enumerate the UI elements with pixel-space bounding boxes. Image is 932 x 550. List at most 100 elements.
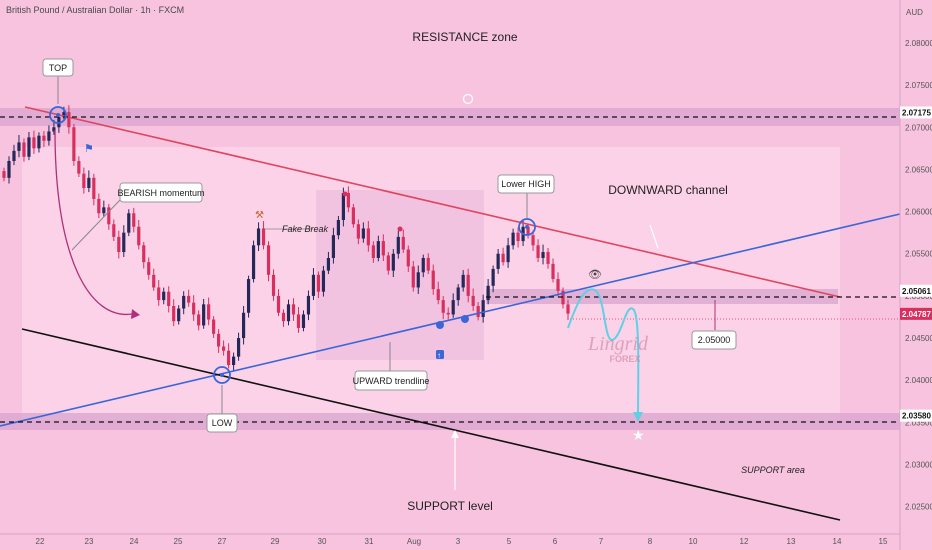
candle-body [561,290,565,305]
candle-body [301,314,306,328]
upward-trendline[interactable] [0,213,901,427]
candle-body [466,274,470,296]
candle-body [316,274,321,292]
candle-body [32,137,36,149]
candle-body [122,232,126,253]
candle-body [326,257,331,271]
channel-fill [22,147,840,420]
symbol-title: British Pound / Australian Dollar · 1h ·… [6,5,184,15]
price-tick-label: 2.06000 [905,208,932,217]
candlestick-series [2,105,570,371]
candle-body [516,232,520,242]
candle-body [386,255,390,271]
time-tick-label: 29 [271,537,280,546]
candle-body [381,241,385,256]
lower-high-label: Lower HIGH [501,179,551,189]
lower-high-label-box [497,174,555,194]
channel-pointer [649,224,659,249]
candle-body [172,306,176,322]
price-tick-label: 2.05500 [905,250,932,259]
level-tag-resistance [900,106,932,119]
time-tick-label: 15 [879,537,888,546]
candle-body [451,300,455,315]
price-axis-tags: 2.07175 2.05061 2.04787 2.03580 [900,106,932,422]
candle-body [142,245,146,263]
price-axis[interactable] [900,0,932,550]
price-tick-label: 2.04000 [905,376,932,385]
candle-body [197,314,201,326]
candle-body [341,193,345,221]
candle-body [526,226,530,236]
resistance-trendline[interactable] [24,106,841,298]
candle-body [192,302,196,315]
time-axis-ticks[interactable]: 22 23 24 25 27 29 30 31 Aug 3 5 6 7 8 10 12 13 14 15 [36,537,888,546]
time-tick-label: 8 [648,537,653,546]
time-tick-label: 24 [130,537,139,546]
downward-channel-label: DOWNWARD channel [608,183,728,197]
candle-body [396,236,400,254]
top-label-box [42,58,74,77]
candle-body [416,272,420,288]
time-tick-label: 31 [365,537,374,546]
candle-body [276,295,281,313]
low-marker-dot [220,373,224,377]
candle-body [296,314,301,328]
candle-body [102,207,106,214]
candle-body [47,131,51,141]
time-tick-label: 30 [318,537,327,546]
time-tick-label: 5 [507,537,512,546]
candle-body [97,198,101,214]
support-trendline[interactable] [21,328,841,521]
candle-body [501,253,505,263]
candle-body [536,245,540,258]
candle-body [551,263,555,280]
top-marker-dot [56,113,60,117]
time-tick-label: 14 [833,537,842,546]
candle-body [446,312,450,315]
watermark-sub: FOREX [609,354,640,364]
candle-body [286,304,291,322]
candle-body [351,207,355,225]
time-tick-label: 25 [174,537,183,546]
candle-body [231,356,236,366]
low-marker-circle [213,366,231,384]
candle-body [306,295,311,315]
candle-body [481,300,485,317]
candle-body [331,235,336,258]
time-tick-label: 12 [740,537,749,546]
candle-body [137,226,141,246]
candle-body [67,112,71,128]
candle-body [261,228,266,246]
candle-body [222,346,226,351]
candle-body [187,295,191,303]
flag-channel-zone [316,190,484,360]
price-tick-label: 2.06500 [905,165,932,174]
candle-body [212,319,216,334]
candle-body [546,252,550,264]
top-marker-circle [49,106,67,124]
candle-body [236,338,241,357]
candle-body [441,300,445,313]
projection-arrowhead [633,412,643,422]
price-tick-label: 2.08000 [905,39,932,48]
time-tick-label: 7 [599,537,604,546]
currency-label: AUD [906,8,923,17]
candle-body [566,304,570,314]
candle-body [291,304,296,315]
low-label: LOW [212,418,233,428]
candle-body [471,295,475,307]
bearish-arrowhead [131,309,140,319]
candle-body [72,127,76,161]
candle-body [17,142,21,151]
candle-body [496,253,500,269]
candle-body [147,262,151,275]
candle-body [77,160,81,174]
candle-body [311,274,316,296]
time-tick-label: 23 [85,537,94,546]
candle-body [281,312,286,322]
target-label-box [691,330,737,350]
candle-body [436,289,440,301]
candle-body [202,304,206,326]
